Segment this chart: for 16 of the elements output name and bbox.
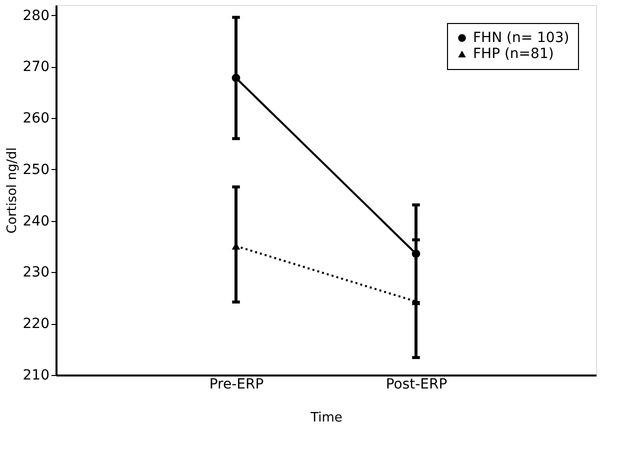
- y-tick-label: 260: [22, 110, 50, 127]
- point: [412, 250, 420, 258]
- y-tick-label: 270: [22, 59, 50, 76]
- legend-label: FHP (n=81): [473, 46, 554, 62]
- y-axis-title: Cortisol ng/dl: [4, 147, 20, 234]
- y-tick-label: 210: [22, 368, 50, 384]
- x-tick-label: Pre-ERP: [209, 376, 264, 392]
- x-axis-title: Time: [310, 410, 342, 426]
- y-tick-label: 250: [22, 162, 50, 178]
- x-tick-label: Post-ERP: [386, 376, 448, 392]
- y-tick-label: 220: [22, 316, 50, 332]
- legend-label: FHN (n= 103): [473, 30, 570, 46]
- point: [232, 74, 240, 82]
- y-tick-label: 240: [22, 213, 50, 230]
- y-tick-label: 230: [22, 264, 50, 281]
- y-tick-label: 280: [22, 8, 50, 24]
